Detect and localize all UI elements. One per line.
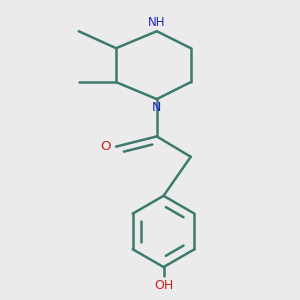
- Text: O: O: [100, 140, 111, 153]
- Text: NH: NH: [148, 16, 166, 29]
- Text: N: N: [152, 101, 161, 114]
- Text: OH: OH: [154, 279, 173, 292]
